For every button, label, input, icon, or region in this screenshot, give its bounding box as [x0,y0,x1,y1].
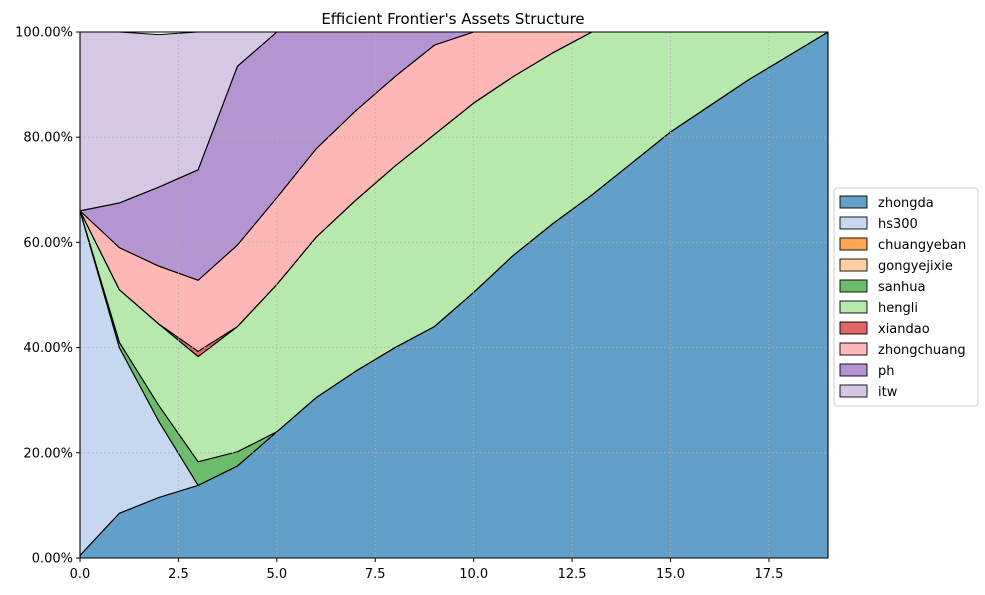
y-tick-label: 80.00% [23,131,73,146]
x-tick-label: 15.0 [656,567,685,582]
x-tick-label: 0.0 [70,567,91,582]
legend-label-sanhua: sanhua [878,280,925,295]
x-tick-label: 7.5 [365,567,386,582]
x-tick-label: 17.5 [754,567,783,582]
axes-layer: 0.0 2.5 5.0 7.5 10.0 12.5 15.0 17.5 0.00% 20.00% 4… [15,26,829,582]
legend-label-itw: itw [878,385,898,400]
x-tick-label: 5.0 [266,567,287,582]
legend-label-hs300: hs300 [878,217,918,232]
legend-swatch-gongyejixie [839,258,868,272]
chart-title: Efficient Frontier's Assets Structure [321,10,584,28]
legend-label-zhongda: zhongda [878,196,934,211]
legend: zhongda hs300 chuangyeban gongyejixie sanhua… [833,187,979,407]
y-tick-label: 0.00% [32,552,73,567]
legend-label-gongyejixie: gongyejixie [878,259,953,274]
y-tick-label: 60.00% [23,236,73,251]
legend-label-ph: ph [878,364,895,379]
legend-label-chuangyeban: chuangyeban [878,238,966,253]
legend-swatch-zhongda [839,195,868,209]
legend-swatch-chuangyeban [839,237,868,251]
y-tick-label: 40.00% [23,341,73,356]
legend-swatch-zhongchuang [839,342,868,356]
y-tick-label: 100.00% [15,26,73,41]
grid-layer [80,32,828,558]
areas-layer [79,31,829,559]
legend-label-hengli: hengli [878,301,918,316]
legend-swatch-ph [839,363,868,377]
y-tick-label: 20.00% [23,446,73,461]
legend-swatch-xiandao [839,321,868,335]
legend-swatch-hs300 [839,216,868,230]
plot-frame [79,31,829,559]
x-tick-label: 2.5 [168,567,189,582]
x-tick-label: 12.5 [558,567,587,582]
legend-label-zhongchuang: zhongchuang [878,343,966,358]
legend-swatch-sanhua [839,279,868,293]
legend-frame [833,187,979,407]
x-tick-label: 10.0 [459,567,488,582]
legend-swatch-itw [839,384,868,398]
legend-label-xiandao: xiandao [878,322,930,337]
legend-swatch-hengli [839,300,868,314]
